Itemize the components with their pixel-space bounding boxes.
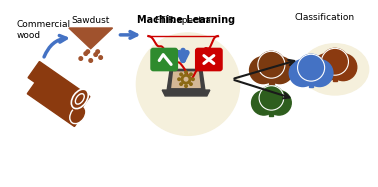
Text: Sawdust: Sawdust <box>71 16 110 25</box>
Text: Machine Learning: Machine Learning <box>137 15 235 25</box>
FancyArrowPatch shape <box>44 36 66 57</box>
Circle shape <box>321 48 349 75</box>
Polygon shape <box>27 79 85 127</box>
Circle shape <box>289 60 316 87</box>
Bar <box>269 72 274 84</box>
Circle shape <box>84 52 88 55</box>
FancyArrowPatch shape <box>120 32 137 38</box>
Circle shape <box>189 82 193 86</box>
Circle shape <box>136 33 240 135</box>
Ellipse shape <box>71 89 88 109</box>
FancyArrowPatch shape <box>179 50 187 60</box>
Polygon shape <box>28 62 90 113</box>
Circle shape <box>249 57 277 84</box>
Circle shape <box>184 84 188 88</box>
Bar <box>309 75 313 87</box>
FancyBboxPatch shape <box>150 48 178 71</box>
Circle shape <box>306 60 333 87</box>
Circle shape <box>251 91 276 115</box>
Circle shape <box>259 86 284 110</box>
Circle shape <box>99 56 102 59</box>
Circle shape <box>266 57 293 84</box>
FancyArrowPatch shape <box>234 80 289 98</box>
Circle shape <box>86 50 90 53</box>
FancyBboxPatch shape <box>195 48 223 71</box>
Circle shape <box>266 91 291 115</box>
Polygon shape <box>162 90 210 96</box>
Text: Classification: Classification <box>295 13 355 22</box>
Circle shape <box>313 54 340 81</box>
Polygon shape <box>167 69 205 90</box>
Circle shape <box>79 57 82 60</box>
Bar <box>270 105 273 116</box>
Circle shape <box>96 50 99 53</box>
Polygon shape <box>69 28 113 49</box>
Circle shape <box>184 77 189 82</box>
Circle shape <box>179 82 183 86</box>
Circle shape <box>94 53 98 56</box>
Polygon shape <box>171 71 201 88</box>
Circle shape <box>184 70 188 74</box>
Text: FTIR spectra: FTIR spectra <box>155 16 211 25</box>
Circle shape <box>258 51 285 78</box>
Text: Commercial
wood: Commercial wood <box>16 20 70 39</box>
Circle shape <box>189 72 193 76</box>
Circle shape <box>89 59 93 62</box>
Circle shape <box>297 54 325 81</box>
Circle shape <box>179 72 183 76</box>
Circle shape <box>177 77 181 81</box>
Bar <box>333 69 337 81</box>
Circle shape <box>181 74 192 85</box>
Ellipse shape <box>70 106 86 124</box>
Circle shape <box>191 77 195 81</box>
Circle shape <box>330 54 357 81</box>
Ellipse shape <box>301 44 369 95</box>
FancyArrowPatch shape <box>234 60 294 78</box>
